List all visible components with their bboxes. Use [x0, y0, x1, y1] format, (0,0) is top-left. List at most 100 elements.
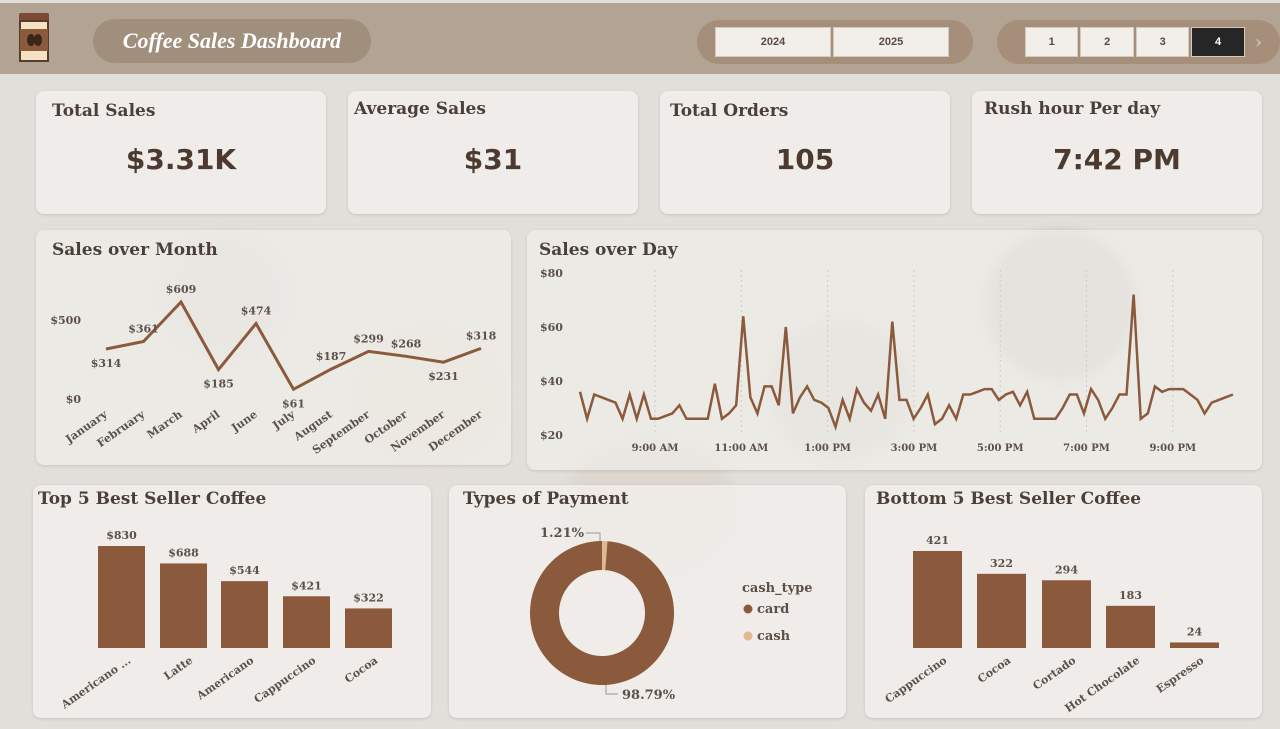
x-tick-label: 3:00 PM [891, 443, 938, 454]
y-tick-label: $500 [50, 314, 81, 327]
data-label: 421 [926, 534, 949, 547]
year-2024-button[interactable]: 2024 [715, 27, 831, 57]
leader-line [605, 685, 618, 695]
bar [1170, 642, 1219, 648]
header-bar: Coffee Sales Dashboard 2024 2025 1 2 3 4… [0, 3, 1280, 74]
data-label: $187 [316, 350, 347, 363]
x-tick-label: Cappuccino [252, 654, 319, 706]
data-label: $361 [128, 323, 159, 336]
chart-title: Bottom 5 Best Seller Coffee [876, 489, 1142, 509]
legend-marker [743, 631, 753, 641]
x-tick-label: Cortado [1031, 654, 1079, 693]
chart-title: Sales over Month [52, 240, 218, 260]
kpi-value: 105 [775, 143, 835, 176]
data-label: $421 [291, 579, 322, 592]
kpi-label: Average Sales [354, 99, 486, 119]
page-4-button[interactable]: 4 [1191, 27, 1245, 57]
data-label: $318 [466, 329, 497, 342]
chart-title: Types of Payment [463, 489, 629, 509]
kpi-value: $31 [463, 143, 523, 176]
x-tick-label: 5:00 PM [977, 443, 1024, 454]
x-tick-label: 1:00 PM [804, 443, 851, 454]
x-tick-label: 7:00 PM [1063, 443, 1110, 454]
chart-title: Sales over Day [539, 240, 678, 260]
kpi-rush-hour: Rush hour Per day 7:42 PM [972, 91, 1262, 214]
kpi-label: Total Orders [670, 101, 789, 121]
x-tick-label: 11:00 AM [714, 443, 768, 454]
x-tick-label: July [269, 407, 297, 432]
kpi-total-sales: Total Sales $3.31K [36, 91, 326, 214]
year-slicer: 2024 2025 [697, 20, 973, 64]
page-1-button[interactable]: 1 [1025, 27, 1079, 57]
data-label: $322 [353, 591, 384, 604]
chart-title: Top 5 Best Seller Coffee [38, 489, 267, 509]
coffee-cup-icon [19, 13, 49, 62]
bar [160, 563, 207, 648]
data-label: $830 [106, 529, 137, 542]
x-tick-label: Cocoa [975, 654, 1013, 686]
kpi-value: $3.31K [125, 143, 237, 176]
data-label: $299 [353, 332, 384, 345]
y-tick-label: $0 [66, 393, 82, 406]
bar [977, 573, 1026, 648]
data-label: $314 [91, 357, 122, 370]
data-label: 322 [990, 557, 1013, 570]
legend-title: cash_type [742, 581, 813, 596]
page-3-button[interactable]: 3 [1135, 27, 1190, 57]
x-tick-label: Latte [162, 654, 196, 683]
y-tick-label: $60 [540, 321, 563, 334]
bar [1106, 605, 1155, 648]
page-2-button[interactable]: 2 [1080, 27, 1134, 57]
x-tick-label: April [189, 408, 222, 437]
data-label: $544 [229, 564, 260, 577]
x-tick-label: Cappuccino [883, 654, 950, 706]
data-label: 98.79% [622, 688, 676, 703]
data-label: $688 [168, 546, 199, 559]
legend-marker [743, 604, 753, 614]
kpi-value: 7:42 PM [1053, 143, 1181, 176]
bar [345, 608, 392, 648]
bar [98, 546, 145, 648]
x-tick-label: Espresso [1154, 654, 1206, 696]
y-tick-label: $40 [540, 375, 563, 388]
legend-item: cash [757, 629, 791, 644]
y-tick-label: $80 [540, 267, 563, 280]
page-slicer: 1 2 3 4 › [997, 20, 1280, 64]
legend-item: card [757, 602, 789, 617]
x-tick-label: 9:00 PM [1149, 443, 1196, 454]
chevron-right-icon[interactable]: › [1254, 31, 1263, 53]
bar [1042, 580, 1091, 648]
y-tick-label: $20 [540, 429, 563, 442]
bar [221, 581, 268, 648]
x-tick-label: March [145, 408, 185, 441]
x-tick-label: Cocoa [342, 654, 380, 686]
data-label: 1.21% [540, 526, 585, 541]
month-sales-line [105, 299, 482, 392]
kpi-label: Rush hour Per day [984, 99, 1161, 119]
year-2025-button[interactable]: 2025 [833, 27, 949, 57]
data-label: $231 [428, 370, 459, 383]
donut-slice-cash [602, 541, 608, 571]
data-label: $185 [203, 378, 234, 391]
day-sales-line [578, 294, 1234, 432]
data-label: $61 [282, 397, 305, 410]
kpi-label: Total Sales [52, 101, 156, 121]
data-label: $609 [166, 283, 197, 296]
x-tick-label: June [228, 408, 259, 435]
data-label: 183 [1119, 589, 1142, 602]
data-label: $474 [241, 305, 272, 318]
dashboard-title: Coffee Sales Dashboard [93, 19, 371, 63]
data-label: $268 [391, 337, 422, 350]
data-label: 294 [1055, 563, 1078, 576]
donut-slice-card [529, 541, 674, 685]
kpi-average-sales: Average Sales $31 [348, 91, 638, 214]
bar [283, 596, 330, 648]
x-tick-label: 9:00 AM [632, 443, 679, 454]
data-label: 24 [1187, 625, 1203, 638]
x-tick-label: Americano [194, 654, 257, 703]
leader-line [586, 532, 601, 541]
kpi-total-orders: Total Orders 105 [660, 91, 950, 214]
x-tick-label: Americano ... [58, 654, 133, 712]
bar [913, 551, 962, 648]
